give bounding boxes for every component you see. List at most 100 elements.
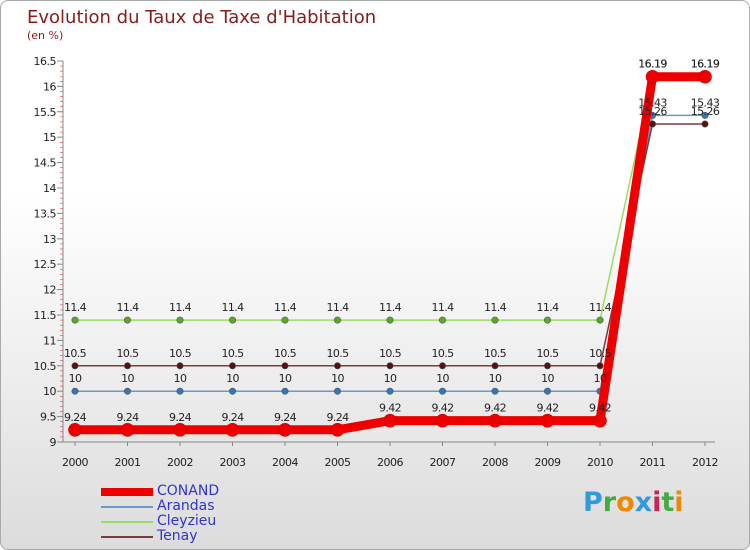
- data-label-conand: 9.24: [221, 411, 244, 424]
- data-label-arandas: 10: [121, 372, 134, 385]
- y-tick-label: 9.5: [40, 411, 56, 424]
- data-label-cleyzieu: 11.4: [589, 301, 612, 314]
- y-tick-label: 11: [43, 334, 56, 347]
- x-tick-label: 2002: [167, 456, 193, 469]
- data-label-arandas: 10: [226, 372, 239, 385]
- logo-letter: x: [634, 487, 653, 518]
- data-point-conand: [540, 413, 555, 428]
- data-label-arandas: 10: [331, 372, 344, 385]
- y-tick-label: 16.5: [34, 55, 57, 68]
- data-point-cleyzieu: [71, 316, 79, 324]
- data-point-tenay: [176, 362, 184, 370]
- data-point-cleyzieu: [229, 316, 237, 324]
- x-tick-label: 2012: [692, 456, 718, 469]
- logo-letter: r: [602, 487, 617, 518]
- data-point-conand: [645, 69, 660, 84]
- chart-title: Evolution du Taux de Taxe d'Habitation: [27, 7, 377, 28]
- data-label-conand: 9.42: [484, 402, 506, 415]
- data-label-cleyzieu: 11.4: [169, 301, 192, 314]
- data-label-arandas: 10: [594, 372, 607, 385]
- data-label-arandas: 10: [436, 372, 449, 385]
- data-label-tenay: 10.5: [589, 347, 612, 360]
- data-point-tenay: [596, 362, 604, 370]
- data-label-conand: 9.24: [116, 411, 139, 424]
- data-label-tenay: 10.5: [274, 347, 297, 360]
- x-tick-label: 2003: [220, 456, 246, 469]
- data-label-conand: 9.24: [326, 411, 349, 424]
- logo-letter: i: [674, 487, 684, 518]
- y-tick-label: 9: [50, 436, 57, 449]
- legend-swatch: [101, 506, 153, 508]
- legend-swatch: [101, 521, 153, 523]
- data-label-conand: 9.42: [536, 402, 558, 415]
- y-tick-label: 11.5: [34, 309, 57, 322]
- data-label-conand: 9.24: [274, 411, 297, 424]
- data-label-cleyzieu: 16.19: [638, 58, 667, 71]
- y-tick-label: 15.5: [34, 106, 57, 119]
- data-point-conand: [225, 423, 240, 437]
- legend-swatch: [101, 536, 153, 538]
- data-label-cleyzieu: 11.4: [274, 301, 297, 314]
- data-point-cleyzieu: [386, 316, 394, 324]
- data-label-cleyzieu: 11.4: [116, 301, 139, 314]
- data-label-arandas: 15.43: [691, 96, 720, 109]
- y-tick-label: 12: [43, 284, 56, 297]
- data-point-conand: [120, 423, 135, 437]
- data-label-cleyzieu: 11.4: [326, 301, 349, 314]
- data-label-tenay: 10.5: [116, 347, 139, 360]
- data-point-conand: [435, 413, 450, 428]
- legend-label: Tenay: [157, 528, 198, 544]
- y-tick-label: 10.5: [34, 360, 57, 373]
- data-point-cleyzieu: [596, 316, 604, 324]
- proxiti-logo: Proxiti: [583, 487, 684, 518]
- data-label-cleyzieu: 11.4: [64, 301, 87, 314]
- data-label-conand: 9.42: [589, 402, 611, 415]
- data-point-cleyzieu: [124, 316, 132, 324]
- data-point-arandas: [701, 111, 709, 119]
- legend-label: Cleyzieu: [157, 513, 217, 529]
- data-point-tenay: [386, 362, 394, 370]
- data-point-arandas: [124, 387, 132, 395]
- data-point-conand: [173, 423, 187, 437]
- data-point-arandas: [543, 387, 551, 395]
- data-label-conand: 9.24: [64, 411, 87, 424]
- y-tick-label: 15: [43, 131, 56, 144]
- logo-letter: i: [652, 487, 662, 518]
- series-line-cleyzieu: [74, 75, 706, 321]
- data-point-arandas: [386, 387, 394, 395]
- data-label-arandas: 10: [69, 372, 82, 385]
- data-point-arandas: [176, 387, 184, 395]
- data-point-cleyzieu: [333, 316, 341, 324]
- data-point-conand: [68, 423, 82, 437]
- data-point-conand: [593, 413, 607, 428]
- data-point-cleyzieu: [176, 316, 184, 324]
- data-label-cleyzieu: 16.19: [691, 58, 720, 71]
- data-label-tenay: 10.5: [64, 347, 87, 360]
- data-point-arandas: [229, 387, 237, 395]
- logo-letter: t: [661, 487, 675, 518]
- x-tick-label: 2001: [115, 456, 141, 469]
- data-point-arandas: [438, 387, 446, 395]
- data-point-conand: [698, 69, 712, 84]
- data-point-arandas: [281, 387, 289, 395]
- legend-label: Arandas: [157, 498, 215, 514]
- data-label-tenay: 10.5: [221, 347, 244, 360]
- data-label-tenay: 10.5: [169, 347, 192, 360]
- data-label-conand: 9.24: [169, 411, 192, 424]
- data-label-cleyzieu: 11.4: [431, 301, 454, 314]
- data-label-arandas: 10: [489, 372, 502, 385]
- data-point-arandas: [333, 387, 341, 395]
- data-label-tenay: 10.5: [484, 347, 507, 360]
- data-label-cleyzieu: 11.4: [379, 301, 402, 314]
- x-tick-label: 2007: [430, 456, 456, 469]
- data-point-cleyzieu: [491, 316, 499, 324]
- data-point-tenay: [124, 362, 132, 370]
- y-tick-label: 12.5: [34, 258, 57, 271]
- legend-swatch: [101, 488, 153, 496]
- data-point-tenay: [438, 362, 446, 370]
- x-tick-label: 2009: [535, 456, 561, 469]
- data-point-tenay: [229, 362, 237, 370]
- x-tick-label: 2008: [482, 456, 508, 469]
